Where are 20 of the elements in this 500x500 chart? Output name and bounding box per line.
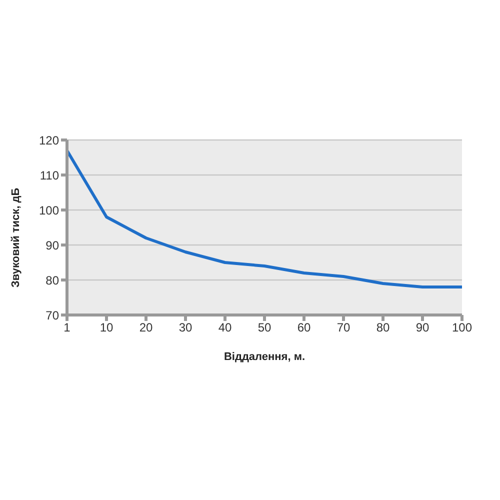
y-axis-title: Звуковий тиск, дБ xyxy=(10,188,22,288)
y-tick-label: 120 xyxy=(38,133,60,148)
x-tick-label: 100 xyxy=(452,320,472,335)
x-tick-label: 70 xyxy=(336,320,350,335)
x-tick-label: 40 xyxy=(218,320,232,335)
x-tick-label: 90 xyxy=(416,320,430,335)
y-tick-label: 100 xyxy=(38,203,60,218)
x-tick-label: 50 xyxy=(258,320,272,335)
y-tick-label: 80 xyxy=(46,273,60,288)
x-axis-title: Віддалення, м. xyxy=(224,351,306,363)
y-tick-label: 110 xyxy=(40,168,60,182)
y-tick-label: 70 xyxy=(46,308,60,322)
x-tick-label: 10 xyxy=(100,320,114,335)
x-tick-label: 1 xyxy=(64,320,71,335)
x-tick-label: 80 xyxy=(376,320,390,335)
x-tick-label: 30 xyxy=(178,320,192,335)
y-tick-label: 90 xyxy=(46,238,60,252)
line-series xyxy=(66,149,464,288)
x-tick-label: 60 xyxy=(297,320,311,335)
x-tick-label: 20 xyxy=(139,320,153,335)
